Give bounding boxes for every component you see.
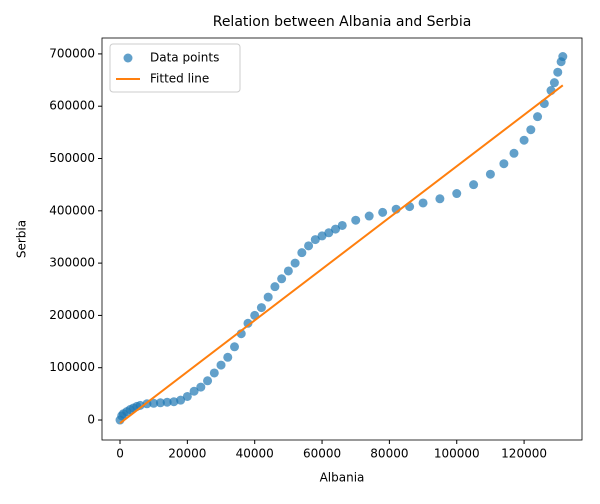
data-point <box>452 189 462 199</box>
legend-box <box>109 43 241 93</box>
data-point <box>230 342 240 352</box>
data-point <box>364 211 374 221</box>
data-point <box>243 318 253 328</box>
data-point <box>509 148 519 158</box>
x-tick-label: 100000 <box>434 447 480 461</box>
data-point <box>135 400 145 410</box>
data-point <box>317 231 327 241</box>
data-point <box>351 215 361 225</box>
data-point <box>149 398 159 408</box>
y-tick-label: 400000 <box>49 203 95 217</box>
x-tick-label: 40000 <box>236 447 274 461</box>
data-point <box>378 207 388 217</box>
data-point <box>209 368 219 378</box>
data-point <box>519 135 529 145</box>
data-point <box>553 67 563 77</box>
y-tick-label: 700000 <box>49 46 95 60</box>
y-tick-label: 500000 <box>49 151 95 165</box>
y-tick-label: 100000 <box>49 360 95 374</box>
legend-label: Fitted line <box>150 72 209 86</box>
x-tick-label: 0 <box>116 447 124 461</box>
data-point <box>549 78 559 88</box>
y-tick-label: 600000 <box>49 99 95 113</box>
data-point <box>283 266 293 276</box>
data-point <box>499 159 509 169</box>
x-tick-label: 80000 <box>370 447 408 461</box>
data-point <box>418 198 428 208</box>
chart-title: Relation between Albania and Serbia <box>213 14 472 30</box>
data-point <box>337 220 347 230</box>
legend-marker <box>123 53 133 63</box>
x-axis-label: Albania <box>320 471 365 485</box>
x-tick-label: 20000 <box>168 447 206 461</box>
data-point <box>270 282 280 292</box>
fitted-line <box>119 84 564 424</box>
data-point <box>304 241 314 251</box>
data-point <box>558 52 568 62</box>
legend-label: Data points <box>150 51 219 65</box>
data-point <box>155 398 165 408</box>
y-tick-label: 200000 <box>49 308 95 322</box>
data-point <box>263 292 273 302</box>
y-tick-label: 0 <box>87 413 95 427</box>
data-point <box>526 125 536 135</box>
data-point <box>256 303 266 313</box>
data-point <box>216 360 226 370</box>
data-point <box>203 376 213 386</box>
y-tick-label: 300000 <box>49 256 95 270</box>
plot-frame <box>101 37 583 441</box>
data-point <box>469 180 479 190</box>
data-point <box>324 228 334 238</box>
data-point <box>223 352 233 362</box>
data-point <box>182 391 192 401</box>
x-tick-label: 60000 <box>303 447 341 461</box>
data-point <box>310 235 320 245</box>
data-point <box>297 248 307 258</box>
data-point <box>189 386 199 396</box>
x-tick-label: 120000 <box>501 447 547 461</box>
y-axis-label: Serbia <box>15 220 29 258</box>
data-point <box>196 382 206 392</box>
data-point <box>277 274 287 284</box>
data-point <box>485 169 495 179</box>
data-point <box>169 397 179 407</box>
data-point <box>290 258 300 268</box>
data-point <box>162 397 172 407</box>
data-point <box>331 224 341 234</box>
data-point <box>176 395 186 405</box>
data-point <box>533 112 543 122</box>
data-point <box>435 194 445 204</box>
legend: Data points Fitted line <box>109 43 241 93</box>
